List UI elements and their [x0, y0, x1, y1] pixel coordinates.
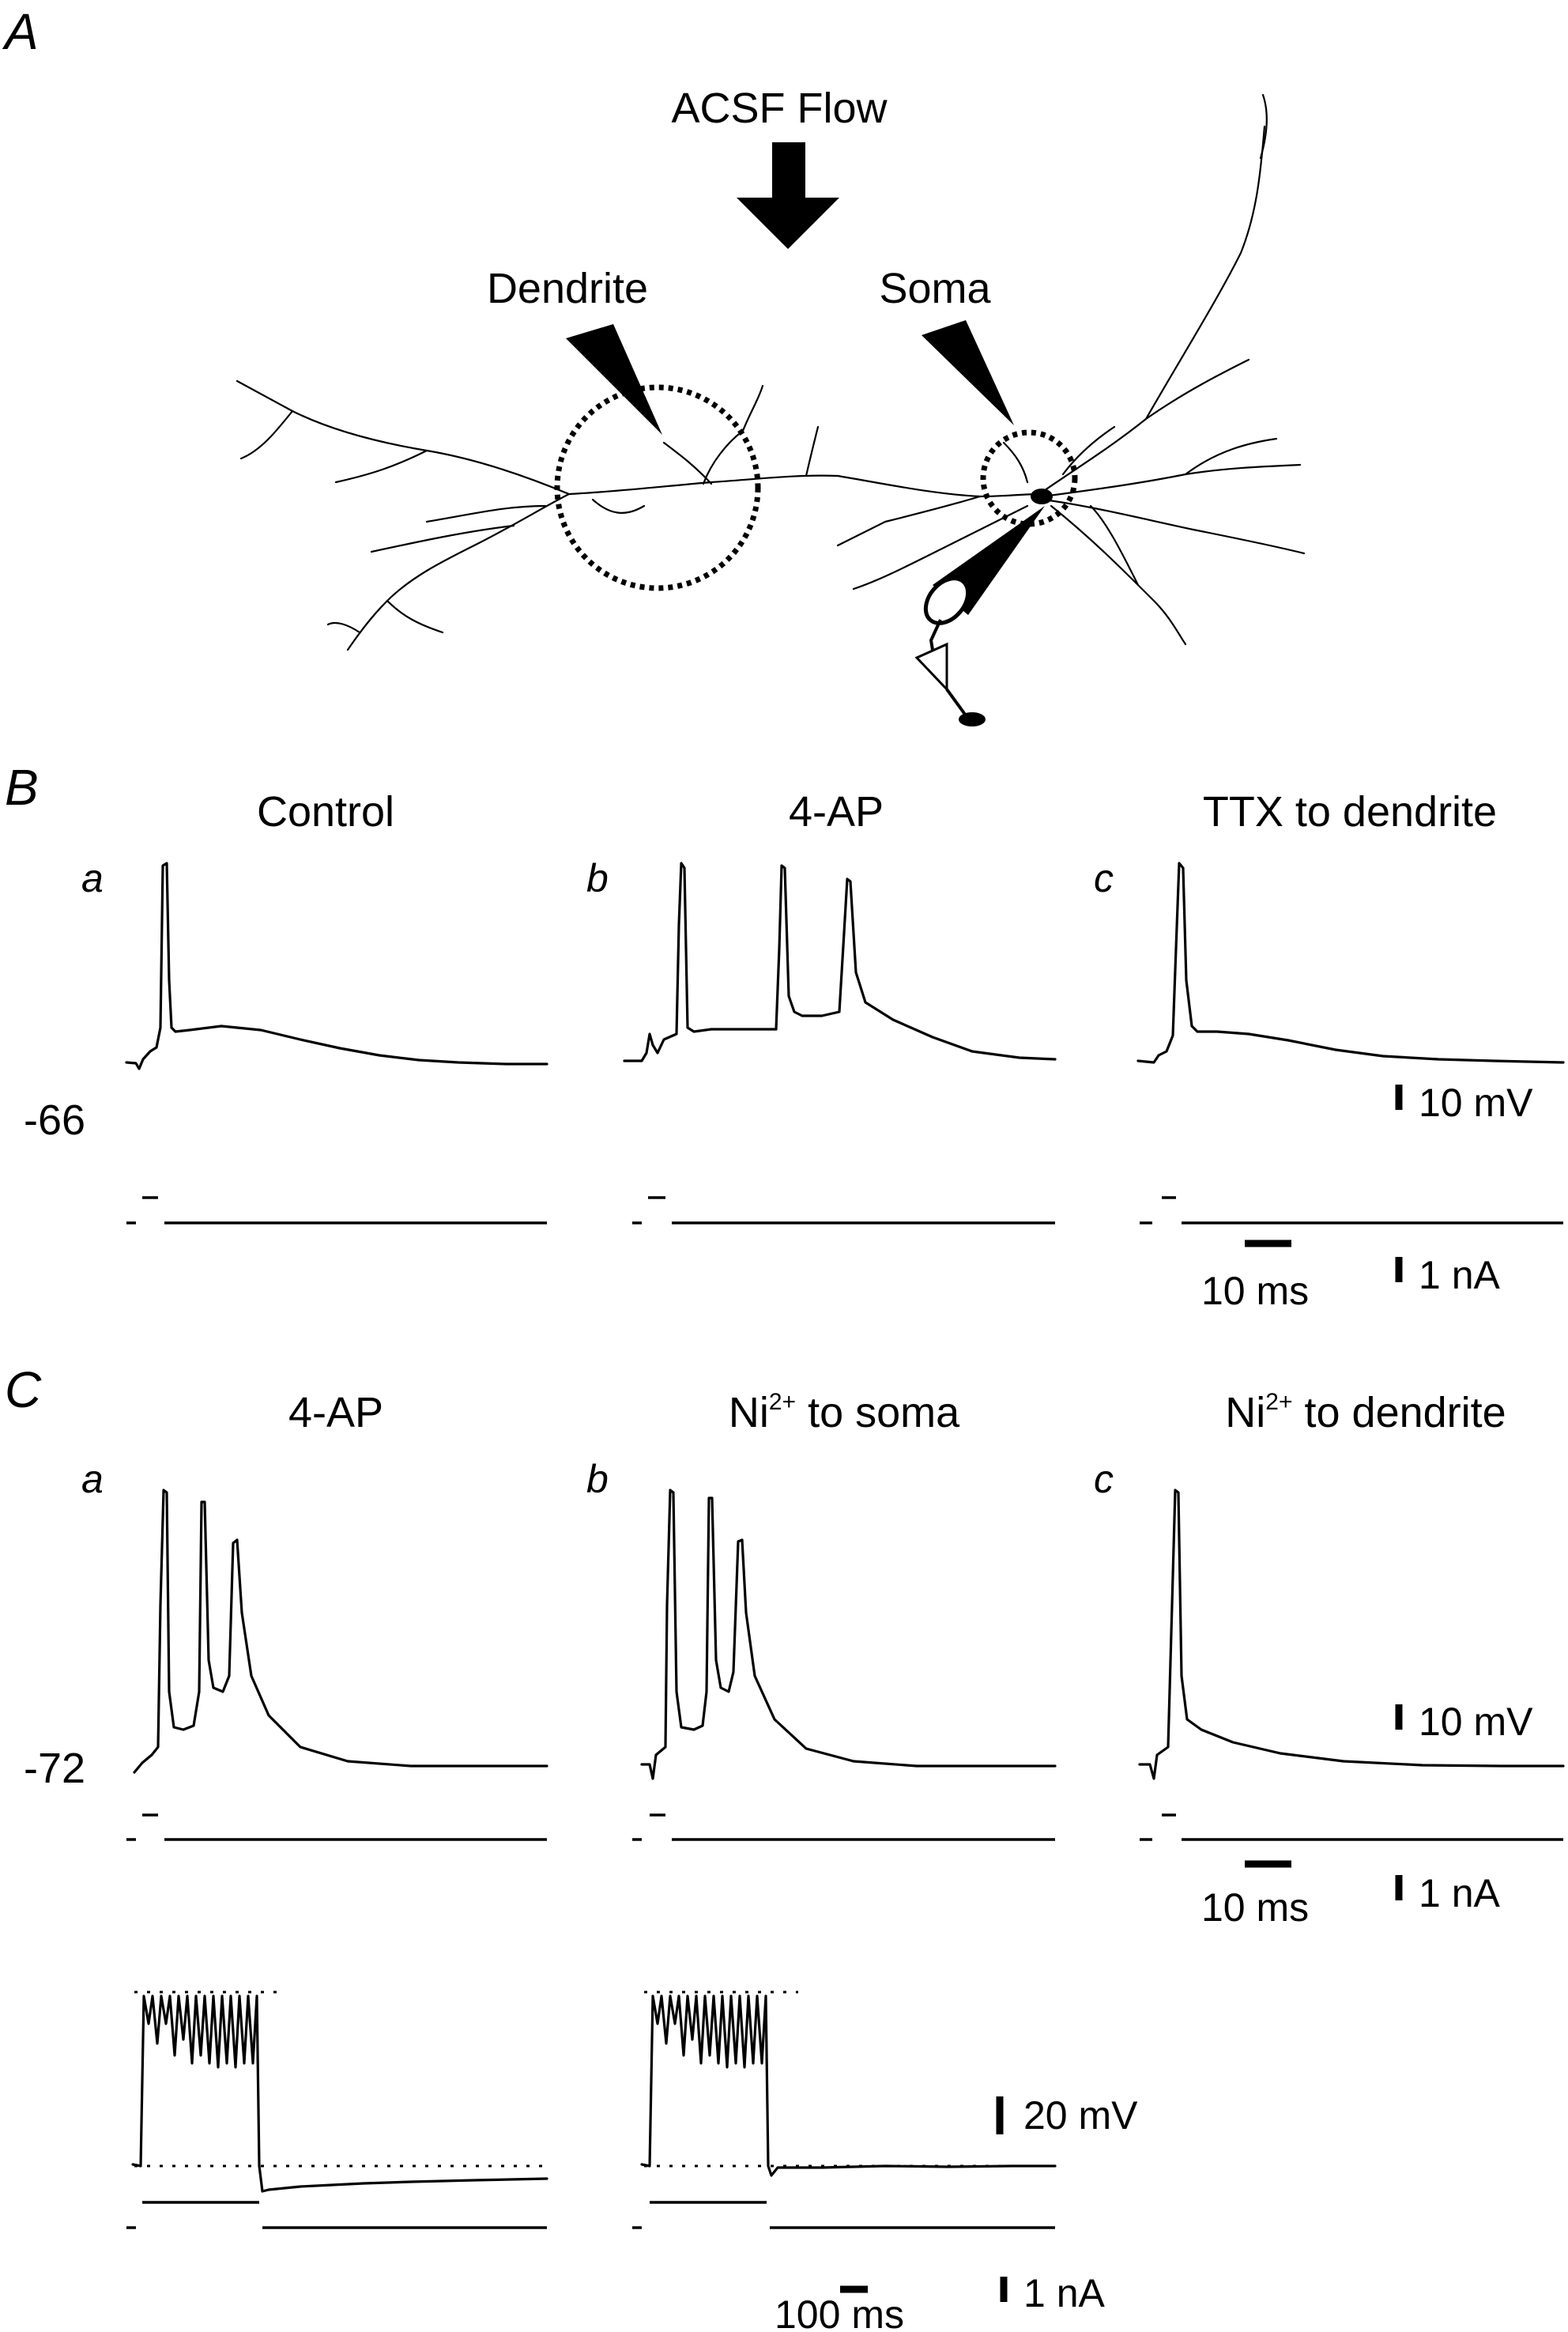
panel-b-holding-potential: -66 [24, 1096, 85, 1144]
panel-b-voltage-scale-label: 10 mV [1419, 1081, 1533, 1125]
recording-electrode-icon [917, 506, 1045, 726]
panel-b-c-title: TTX to dendrite [1203, 788, 1497, 836]
panel-c-c-title-suffix: to dendrite [1293, 1389, 1506, 1436]
panel-c-b-title: Ni2+ to soma [729, 1389, 960, 1436]
panel-b-a-letter: a [81, 856, 104, 900]
soma-label: Soma [879, 265, 991, 312]
panel-b-c-letter: c [1094, 856, 1114, 900]
panel-b-c-stimulus [1140, 1198, 1563, 1223]
panel-c-b-stimulus [632, 1815, 1055, 1840]
long-right-stimulus [632, 2202, 1055, 2228]
flow-arrow-icon [737, 142, 839, 249]
panel-c-voltage-scale-label: 10 mV [1419, 1700, 1533, 1744]
panel-b-a-title: Control [257, 788, 394, 836]
long-right-voltage-trace [642, 1996, 1055, 2175]
long-voltage-scale-label: 20 mV [1023, 2093, 1138, 2138]
panel-c-b-title-prefix: Ni [729, 1389, 769, 1436]
soma-pipette-icon [922, 320, 1014, 425]
panel-c-c-title-prefix: Ni [1225, 1389, 1265, 1436]
dendrite-pipette-icon [566, 324, 662, 435]
panel-c-c-letter: c [1094, 1457, 1114, 1501]
panel-letter-b: B [5, 759, 39, 816]
panel-c-current-scale-label: 1 nA [1419, 1871, 1501, 1915]
acsf-flow-label: ACSF Flow [671, 85, 888, 132]
panel-c-b-voltage-trace [642, 1490, 1055, 1779]
panel-b-a-voltage-trace [126, 863, 547, 1069]
panel-b-b-stimulus [632, 1198, 1055, 1223]
panel-c-c-title: Ni2+ to dendrite [1225, 1389, 1506, 1436]
long-current-scale-label: 1 nA [1023, 2271, 1106, 2315]
dendrite-label: Dendrite [487, 265, 648, 312]
panel-letter-a: A [2, 3, 39, 60]
panel-b-b-letter: b [586, 856, 609, 900]
panel-c-holding-potential: -72 [24, 1745, 85, 1792]
panel-b-b-title: 4-AP [789, 788, 884, 836]
panel-b-a-stimulus [126, 1198, 547, 1223]
panel-c-a-letter: a [81, 1457, 104, 1501]
panel-b-c-voltage-trace [1138, 863, 1563, 1062]
panel-c-b-title-sup: 2+ [769, 1389, 796, 1415]
panel-c-b-title-suffix: to soma [796, 1389, 960, 1436]
neuron-reconstruction [237, 95, 1304, 650]
panel-c-b-letter: b [586, 1457, 609, 1501]
long-time-scale-label: 100 ms [775, 2292, 904, 2332]
panel-b-current-scale-label: 1 nA [1419, 1253, 1501, 1297]
panel-c-a-stimulus [126, 1815, 547, 1840]
panel-c-a-title: 4-AP [288, 1389, 383, 1436]
panel-c-time-scale-label: 10 ms [1201, 1885, 1309, 1930]
long-left-voltage-trace [133, 1996, 547, 2191]
panel-c-c-stimulus [1140, 1815, 1563, 1840]
panel-letter-c: C [5, 1361, 42, 1418]
panel-b-b-voltage-trace [624, 863, 1055, 1061]
long-left-stimulus [126, 2202, 547, 2228]
panel-b-time-scale-label: 10 ms [1201, 1269, 1309, 1313]
panel-c-c-title-sup: 2+ [1265, 1389, 1292, 1415]
panel-c-a-voltage-trace [134, 1490, 547, 1772]
